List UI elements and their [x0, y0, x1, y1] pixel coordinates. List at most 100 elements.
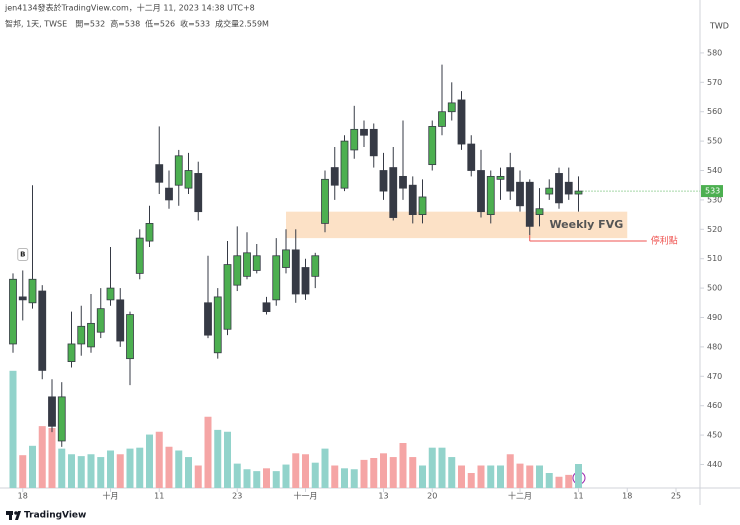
x-tick-label: 十月 [103, 491, 119, 501]
candle-body [96, 308, 105, 333]
y-tick-label: 510 [707, 254, 722, 263]
y-tick-label: 540 [707, 166, 722, 175]
volume-bar [194, 465, 202, 488]
candle-body [57, 396, 66, 442]
x-tick-label: 十二月 [508, 491, 532, 501]
volume-bar [311, 462, 319, 488]
y-tick-label: 460 [707, 401, 722, 410]
volume-bar [506, 454, 514, 488]
volume-bar [38, 426, 46, 488]
volume-bar [409, 457, 417, 488]
volume-bar [185, 457, 192, 488]
volume-bar [399, 443, 407, 488]
x-tick-label: 25 [671, 492, 681, 501]
candle-body [145, 223, 154, 242]
candle-body [477, 170, 485, 213]
candle-body [311, 255, 320, 277]
x-tick-label: 十一月 [294, 491, 318, 501]
volume-bar [233, 463, 241, 488]
candle-body [213, 296, 222, 354]
x-tick-label: 18 [18, 492, 28, 501]
candle-body [126, 314, 134, 360]
volume-bar [526, 465, 534, 488]
volume-bar [253, 471, 261, 488]
marker-label: B [20, 250, 25, 258]
candle-body [525, 181, 534, 227]
legend-item: 開=532 [75, 20, 105, 29]
volume-bar [487, 465, 495, 488]
candle-body [194, 173, 203, 213]
candle-body [408, 184, 417, 216]
candle-body [457, 99, 466, 145]
volume-bar [555, 476, 563, 488]
candle-body [87, 322, 95, 348]
last-price-box [701, 185, 723, 198]
candle-body [321, 178, 329, 224]
volume-bar [175, 450, 183, 488]
footer-brand: TradingView [24, 511, 86, 521]
candle-body [496, 175, 505, 180]
candle-body [233, 255, 242, 286]
candle-body [291, 249, 300, 295]
volume-bar [263, 468, 270, 488]
volume-bar [87, 454, 95, 488]
volume-bar [146, 434, 153, 488]
marker-box [17, 247, 29, 261]
volume-bar [116, 454, 124, 488]
volume-bar [438, 447, 446, 488]
candle-body [564, 181, 573, 195]
y-tick-label: 450 [707, 431, 722, 440]
y-tick-label: 580 [707, 48, 722, 57]
candle-body [516, 181, 524, 207]
volume-bar [302, 454, 309, 488]
candle-body [282, 249, 290, 268]
candle-body [535, 208, 544, 216]
candle-body [379, 170, 388, 192]
volume-bar [292, 453, 300, 488]
volume-bar [204, 416, 212, 488]
x-tick-label: 23 [232, 492, 242, 501]
volume-bar [9, 370, 17, 488]
volume-bar [497, 465, 504, 488]
volume-bar [48, 428, 56, 488]
volume-bar [575, 464, 582, 488]
candle-body [204, 302, 212, 336]
volume-bar [136, 447, 144, 488]
candle-body [330, 167, 339, 186]
x-tick-label: 20 [427, 492, 437, 501]
volume-bar [380, 453, 387, 488]
volume-bar [68, 454, 75, 488]
volume-bar [19, 455, 27, 488]
volume-bar [331, 465, 339, 488]
legend-item: 收=533 [180, 19, 210, 29]
candle-body [252, 255, 261, 271]
volume-bar [77, 456, 85, 488]
volume-bar [477, 465, 485, 488]
volume-bar [458, 465, 465, 488]
volume-bar [224, 431, 231, 488]
volume-bar [107, 450, 114, 488]
y-tick-label: 440 [707, 460, 722, 469]
volume-bar [97, 457, 105, 488]
candle-body [174, 155, 183, 186]
y-tick-label: 550 [707, 137, 722, 146]
candle-body [262, 302, 271, 313]
x-tick-label: 11 [154, 492, 164, 501]
candle-body [389, 167, 398, 218]
candle-body [9, 278, 17, 345]
candle-body [506, 167, 515, 192]
candle-body [165, 187, 173, 201]
byline: jen4134發表於TradingView.com，十二月 11, 2023 1… [4, 3, 255, 13]
candle-body [67, 343, 76, 362]
volume-bar [419, 465, 426, 488]
candle-body [184, 170, 193, 189]
volume-bar [428, 447, 436, 488]
volume-bar [545, 473, 553, 488]
volume-bar [350, 469, 358, 488]
candle-body [574, 190, 583, 195]
volume-bar [360, 459, 368, 488]
candle-body [399, 175, 407, 189]
x-tick-label: 18 [622, 492, 632, 501]
volume-bar [29, 445, 36, 488]
candle-body [418, 196, 427, 216]
